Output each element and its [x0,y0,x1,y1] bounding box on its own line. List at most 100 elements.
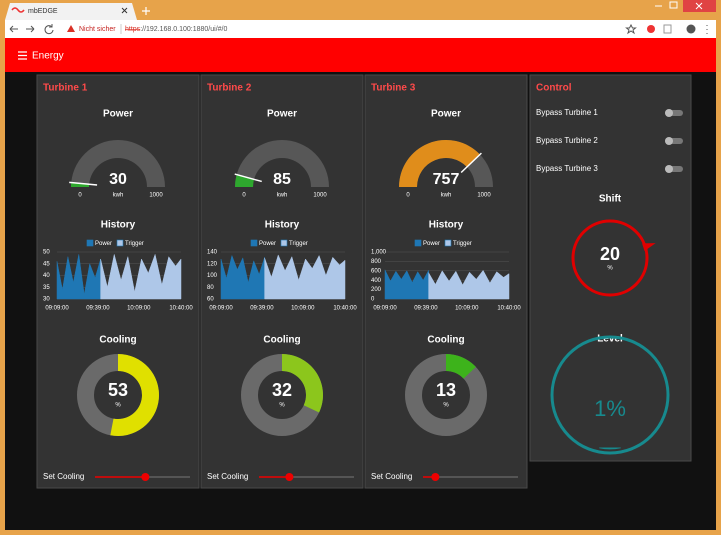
tab[interactable] [5,3,137,20]
y-tick-label: 0 [371,297,375,303]
url-scheme: https [125,26,141,33]
legend-label: Power [259,241,276,247]
x-tick-label: 09:39:00 [414,306,438,312]
y-tick-label: 60 [207,297,214,303]
x-tick-label: 10:09:00 [291,306,315,312]
y-tick-label: 140 [207,250,218,256]
new-tab[interactable] [142,7,150,15]
switch-label: Bypass Turbine 2 [536,136,598,145]
toolbar [5,20,716,38]
slider-handle[interactable] [431,473,440,481]
donut-unit: % [279,403,285,409]
shift-ring [571,219,649,297]
x-tick-label: 10:09:00 [127,306,151,312]
card-title: Control [536,83,572,94]
gauge-unit: kwh [277,193,288,199]
legend-label: Power [423,241,440,247]
gauge-fill [235,174,255,187]
security-warning: Nicht sicher [79,26,116,33]
donut-value: 13 [436,380,456,400]
history-area [428,269,510,300]
y-tick-label: 100 [207,273,218,279]
hamburger-menu[interactable] [18,51,27,60]
legend-swatch [280,239,288,247]
donut-fill [446,354,476,379]
y-tick-label: 80 [207,285,214,291]
history-label: History [265,220,300,231]
gauge-max: 1000 [313,193,327,199]
gauge-needle [69,181,98,186]
gauge-track [235,140,329,187]
tab-icon [11,7,25,13]
history-label: History [429,220,464,231]
gauge-unit: kwh [113,193,124,199]
y-tick-label: 400 [371,278,382,284]
slider-handle[interactable] [285,473,294,481]
y-tick-label: 50 [43,250,50,256]
legend-swatch [444,239,452,247]
y-tick-label: 600 [371,268,382,274]
y-tick-label: 800 [371,259,382,265]
x-tick-label: 10:40:00 [169,306,193,312]
shift-label: Shift [599,194,622,205]
reload-button[interactable] [44,24,54,35]
tab-title: mbEDGE [28,8,58,15]
switch-knob[interactable] [665,165,673,173]
x-tick-label: 09:39:00 [250,306,274,312]
switch-knob[interactable] [665,137,673,145]
extension2[interactable] [663,24,672,34]
y-tick-label: 35 [43,285,50,291]
forward-button[interactable] [26,25,35,33]
gauge-value: 757 [433,171,460,188]
level-label: Level [597,334,623,345]
card-title: Turbine 2 [207,83,252,94]
gauge-min: 0 [242,193,246,199]
legend-label: Trigger [289,241,308,247]
legend-label: Power [95,241,112,247]
app-header [5,38,716,72]
x-tick-label: 09:09:00 [373,306,397,312]
y-tick-label: 40 [43,273,50,279]
donut-unit: % [443,403,449,409]
gauge-unit: kwh [441,193,452,199]
switch-label: Bypass Turbine 1 [536,108,598,117]
x-tick-label: 09:09:00 [209,306,233,312]
donut-value: 53 [108,380,128,400]
tab-close[interactable] [121,7,128,14]
x-tick-label: 09:09:00 [45,306,69,312]
bookmark[interactable] [625,23,637,35]
maximize[interactable] [669,1,678,9]
y-tick-label: 45 [43,261,50,267]
gauge-value: 85 [273,171,291,188]
warning-icon [67,25,75,32]
gauge-fill [399,139,480,187]
slider-label: Set Cooling [207,472,248,481]
level-value: 1% [594,396,626,421]
donut-unit: % [115,403,121,409]
level-fill [599,447,621,450]
switch-knob[interactable] [665,109,673,117]
profile[interactable] [686,24,696,34]
header-title: Energy [32,51,64,62]
legend-swatch [86,239,94,247]
level-ring [550,335,670,455]
legend-swatch [116,239,124,247]
legend-swatch [250,239,258,247]
gauge-max: 1000 [149,193,163,199]
card-title: Turbine 3 [371,83,416,94]
slider-handle[interactable] [141,473,150,481]
donut-fill [282,354,323,413]
cooling-label: Cooling [263,335,300,346]
shift-pointer [642,243,656,251]
x-tick-label: 09:39:00 [86,306,110,312]
back-button[interactable] [9,25,18,33]
gauge-value: 30 [109,171,127,188]
x-tick-label: 10:09:00 [455,306,479,312]
url[interactable]: https://192.168.0.100:1880/ui/#/0 [125,26,227,33]
power-label: Power [431,109,461,120]
power-label: Power [267,109,297,120]
gauge-needle [460,152,482,174]
legend-swatch [414,239,422,247]
extension[interactable] [647,25,655,33]
gauge-min: 0 [78,193,82,199]
